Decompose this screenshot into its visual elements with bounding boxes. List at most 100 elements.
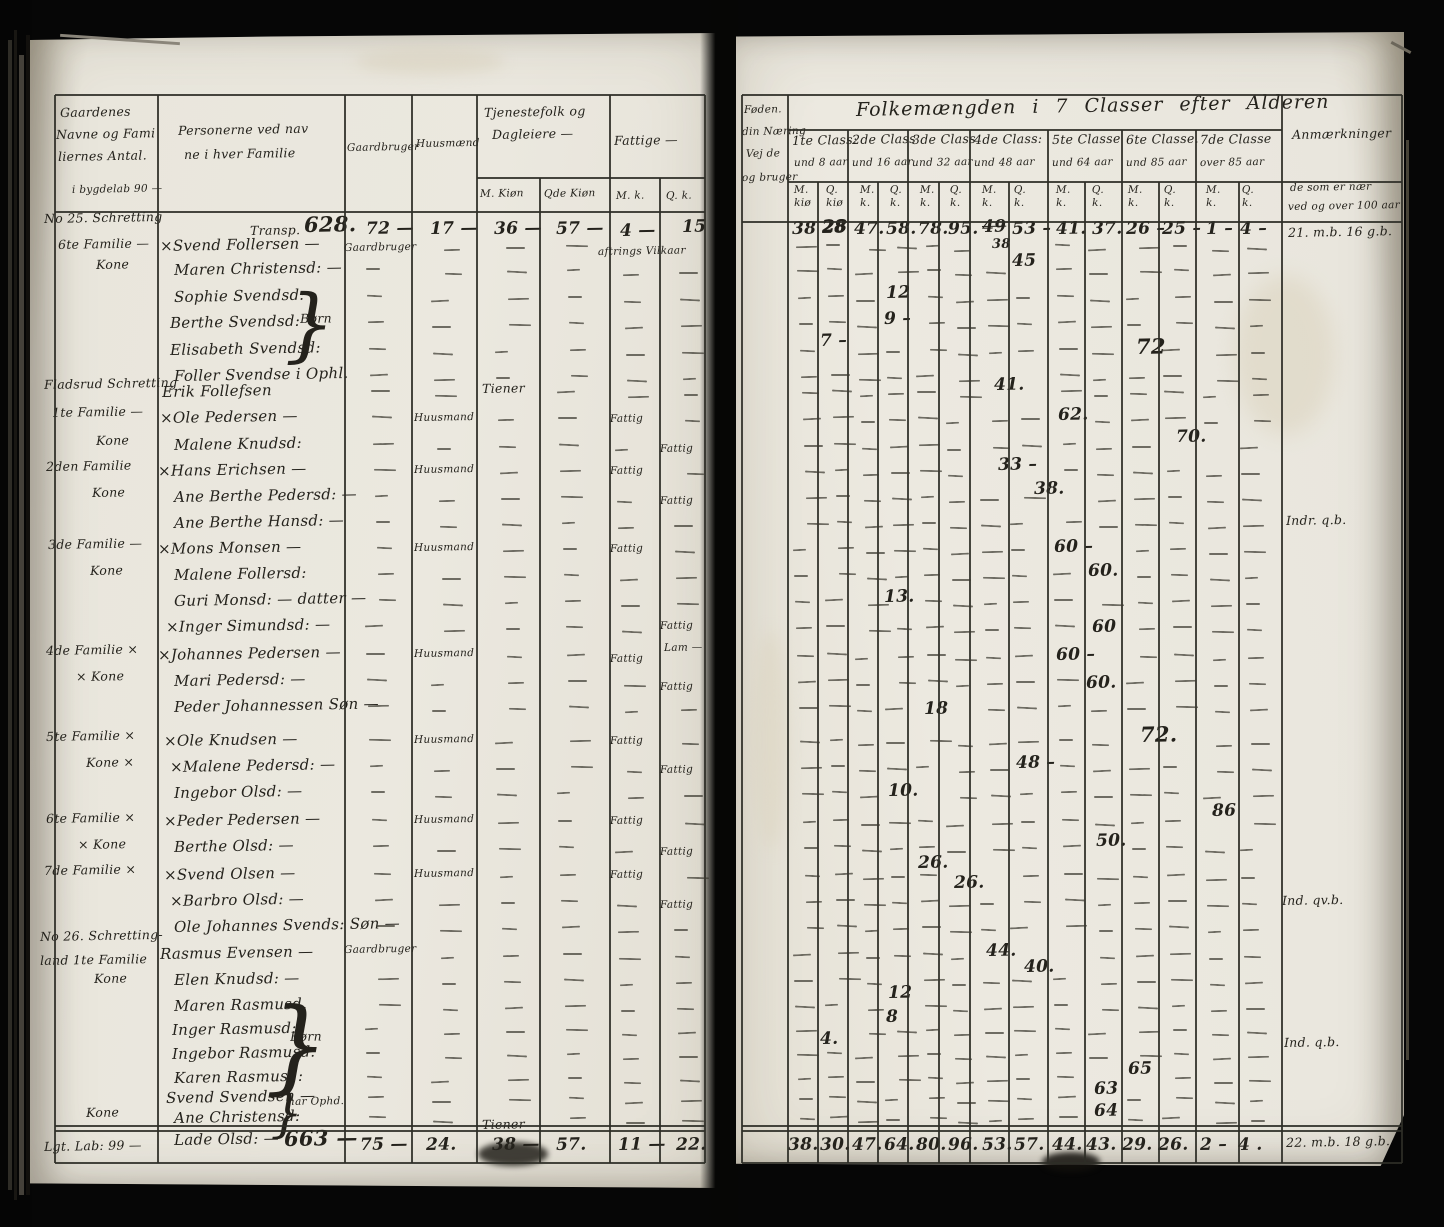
col-header-huusmaend: Huusmænd (415, 136, 480, 150)
grid-line (55, 1125, 705, 1127)
ditto-dash (794, 575, 808, 577)
ditto-dash (1204, 422, 1218, 424)
ditto-dash (828, 1095, 847, 1099)
ditto-dash (627, 796, 645, 800)
ditto-dash (856, 300, 875, 302)
ditto-dash (1168, 496, 1182, 498)
handwritten-text: M. k. (1055, 183, 1071, 209)
ditto-dash (1054, 1004, 1068, 1006)
grid-line (1238, 182, 1240, 1163)
grid-line (817, 182, 819, 1163)
ditto-dash (1137, 576, 1151, 578)
age-mark: 70. (1175, 426, 1207, 447)
ditto-dash (828, 320, 847, 324)
ditto-dash (862, 473, 880, 477)
ditto-dash (684, 394, 698, 396)
ditto-dash (886, 1119, 900, 1121)
ditto-dash (621, 605, 640, 607)
ditto-dash (953, 1033, 971, 1037)
ditto-dash (922, 522, 936, 524)
handwritten-text: 4de Class: (973, 130, 1043, 147)
ditto-dash (1251, 1120, 1265, 1122)
ditto-dash (1139, 655, 1158, 659)
col-header-naering: Føden. (743, 103, 782, 116)
ditto-dash (558, 820, 572, 822)
ditto-dash (1214, 685, 1228, 687)
ditto-dash (959, 796, 978, 800)
ditto-dash (796, 654, 815, 658)
handwritten-text: Q. k. (889, 183, 903, 209)
ditto-dash (1060, 790, 1078, 794)
ditto-dash (1168, 900, 1187, 902)
age-mark: 65 (1127, 1058, 1153, 1079)
ditto-dash (1248, 682, 1267, 686)
ditto-dash (898, 681, 917, 685)
ditto-dash (1016, 297, 1030, 299)
grid-line (1084, 182, 1086, 1163)
ditto-dash (376, 521, 390, 523)
handwritten-text: 26. (1157, 1134, 1189, 1155)
ditto-dash (826, 625, 845, 627)
ditto-dash (442, 578, 461, 580)
age-mark: 26. (917, 852, 949, 873)
age-mark: 33 – (997, 454, 1038, 475)
ditto-dash (1022, 874, 1040, 878)
ditto-dash (621, 1010, 635, 1012)
ditto-dash (368, 1115, 387, 1119)
grid-line (1008, 182, 1010, 1163)
handwritten-text: 15 (681, 216, 707, 237)
remark-transport: 21. m.b. 16 g.b. (1287, 223, 1393, 240)
occupation: Huusmand (413, 732, 475, 746)
ditto-dash (1253, 419, 1272, 423)
ditto-dash (980, 903, 994, 905)
ditto-dash (1127, 708, 1146, 710)
ditto-dash (617, 526, 635, 530)
handwritten-text: Navne og Fami (55, 125, 156, 142)
ditto-dash (569, 348, 587, 352)
ditto-dash (558, 417, 577, 419)
ditto-dash (568, 296, 582, 298)
ditto-dash (1209, 958, 1223, 960)
age-mark: 60 – (1053, 536, 1094, 557)
handwritten-text: Vej de (745, 147, 781, 160)
ditto-dash (927, 1053, 941, 1055)
handwritten-text: 4 — (619, 220, 656, 241)
person-name: ×Malene Pedersd: — (169, 755, 336, 776)
ditto-dash (563, 953, 582, 955)
grid-line (742, 1162, 1402, 1164)
handwritten-text: M. k. (1205, 183, 1221, 209)
ditto-dash (1164, 819, 1182, 823)
person-name: Maren Christensd: — (173, 258, 343, 279)
ditto-dash (679, 1056, 698, 1058)
ditto-dash (953, 249, 971, 253)
handwritten-text: 29. (1121, 1134, 1153, 1155)
ditto-dash (1216, 770, 1235, 774)
ditto-dash (507, 681, 525, 685)
person-name: Berthe Olsd: — (173, 835, 294, 856)
ditto-dash (892, 927, 910, 931)
ditto-dash (1016, 1078, 1030, 1080)
ditto-dash (891, 876, 905, 878)
grid-line (742, 221, 1402, 223)
handwritten-text: und 32 aar (911, 155, 973, 169)
handwritten-text: Q. k. (1091, 183, 1105, 209)
margin-total-label: Lgt. Lab: 99 — (43, 1137, 142, 1154)
age-mark: 18 (923, 698, 949, 719)
handwritten-text: Q. kiø (825, 183, 844, 209)
age-mark: 38. (1033, 478, 1065, 499)
ditto-dash (1214, 301, 1233, 303)
age-mark: 7 – (819, 330, 848, 351)
ditto-dash (622, 273, 640, 277)
ditto-dash (929, 1116, 948, 1120)
person-name: ×Ole Pedersen — (159, 406, 298, 427)
ditto-dash (1064, 469, 1078, 471)
grid-line (742, 94, 1402, 96)
status-fattig: Fattig (659, 845, 694, 858)
ditto-dash (686, 472, 705, 476)
ditto-dash (378, 598, 397, 602)
ditto-dash (804, 445, 823, 447)
handwritten-text: 6te Classe. (1125, 130, 1199, 147)
ditto-dash (928, 321, 946, 325)
ditto-dash (918, 845, 936, 849)
ditto-dash (861, 824, 880, 826)
